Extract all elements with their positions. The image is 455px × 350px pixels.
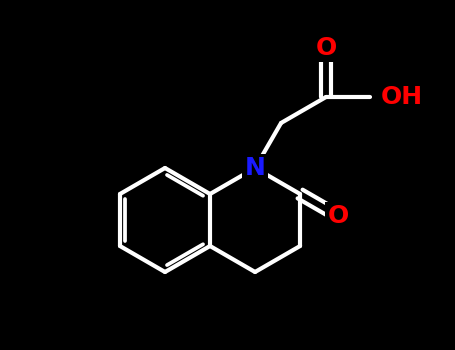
Text: O: O — [315, 36, 337, 60]
Text: OH: OH — [380, 85, 422, 109]
Text: N: N — [245, 156, 266, 180]
Text: O: O — [328, 204, 349, 228]
